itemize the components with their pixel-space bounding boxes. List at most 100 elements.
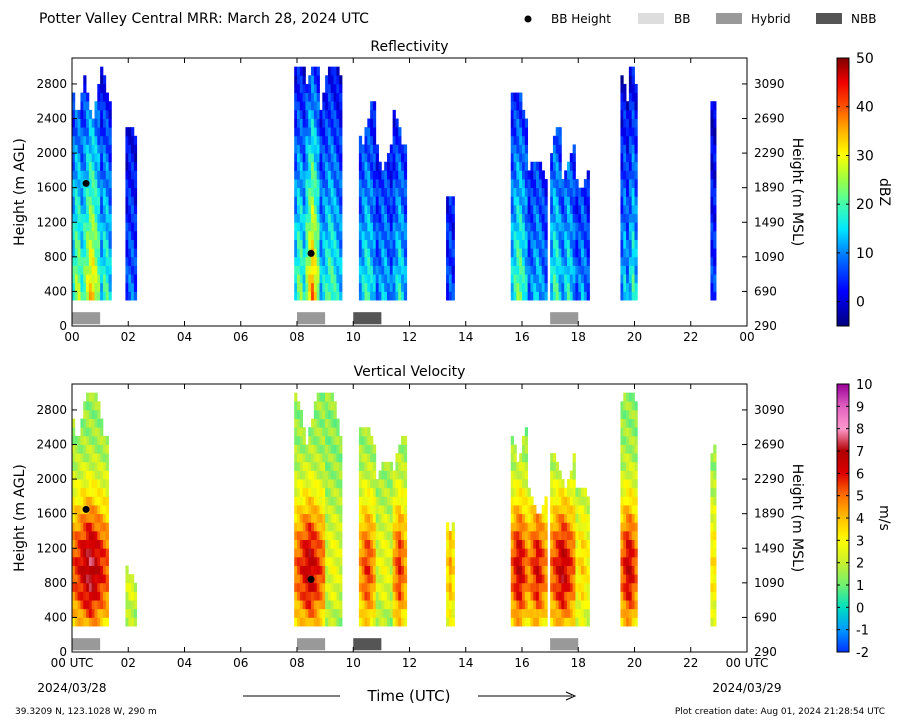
- velocity-echo-cell: [710, 530, 714, 541]
- velocity-echo-cell: [299, 461, 304, 471]
- velocity-echo-cell: [100, 617, 104, 627]
- reflectivity-echo-cell: [297, 127, 301, 137]
- reflectivity-echo-cell: [128, 204, 132, 215]
- reflectivity-echo-cell: [105, 230, 109, 240]
- velocity-echo-cell: [586, 591, 590, 601]
- velocity-echo-cell: [392, 470, 396, 480]
- reflectivity-echo-cell: [327, 248, 332, 258]
- velocity-echo-cell: [299, 548, 304, 558]
- reflectivity-echo-cell: [333, 135, 337, 145]
- velocity-echo-cell: [364, 461, 368, 471]
- reflectivity-xtick-label: 12: [402, 330, 417, 344]
- reflectivity-echo-cell: [80, 118, 84, 128]
- reflectivity-echo-cell: [550, 291, 554, 301]
- reflectivity-echo-cell: [530, 274, 534, 284]
- velocity-echo-cell: [713, 608, 717, 618]
- reflectivity-echo-cell: [322, 161, 326, 171]
- reflectivity-echo-cell: [330, 75, 334, 85]
- velocity-echo-cell: [581, 496, 585, 506]
- velocity-echo-cell: [361, 556, 365, 566]
- reflectivity-echo-cell: [519, 144, 523, 154]
- velocity-echo-cell: [311, 470, 315, 480]
- reflectivity-echo-cell: [305, 204, 309, 215]
- reflectivity-echo-cell: [446, 291, 450, 301]
- velocity-echo-cell: [370, 444, 374, 454]
- velocity-ytick-label: 1200: [36, 541, 67, 555]
- velocity-echo-cell: [339, 600, 343, 610]
- velocity-echo-cell: [97, 565, 101, 575]
- velocity-echo-cell: [327, 453, 332, 463]
- reflectivity-echo-cell: [100, 248, 104, 258]
- reflectivity-echo-cell: [97, 109, 101, 119]
- reflectivity-echo-cell: [297, 282, 301, 292]
- velocity-echo-cell: [392, 513, 396, 523]
- velocity-echo-cell: [370, 435, 374, 445]
- velocity-echo-cell: [510, 582, 514, 592]
- velocity-echo-cell: [628, 470, 633, 480]
- reflectivity-echo-cell: [370, 256, 374, 266]
- velocity-echo-cell: [308, 600, 312, 610]
- velocity-echo-cell: [541, 530, 545, 541]
- velocity-echo-cell: [128, 591, 132, 601]
- reflectivity-echo-cell: [83, 153, 87, 163]
- reflectivity-echo-cell: [80, 135, 84, 145]
- velocity-echo-cell: [313, 461, 318, 471]
- velocity-echo-cell: [100, 435, 104, 445]
- velocity-echo-cell: [530, 565, 534, 575]
- reflectivity-echo-cell: [100, 291, 104, 301]
- reflectivity-echo-cell: [381, 213, 385, 223]
- reflectivity-echo-cell: [370, 101, 374, 111]
- reflectivity-echo-cell: [403, 213, 408, 223]
- velocity-echo-cell: [100, 505, 104, 515]
- reflectivity-echo-cell: [527, 222, 531, 232]
- velocity-echo-cell: [333, 461, 337, 471]
- velocity-echo-cell: [102, 617, 107, 627]
- velocity-title: Vertical Velocity: [354, 364, 466, 380]
- velocity-echo-cell: [327, 591, 332, 601]
- reflectivity-echo-cell: [125, 153, 129, 163]
- reflectivity-echo-cell: [378, 230, 382, 240]
- velocity-echo-cell: [567, 496, 571, 506]
- reflectivity-echo-cell: [128, 230, 132, 240]
- velocity-echo-cell: [620, 505, 624, 515]
- reflectivity-echo-cell: [361, 282, 365, 292]
- velocity-echo-cell: [105, 539, 109, 549]
- velocity-echo-cell: [100, 574, 104, 584]
- velocity-echo-cell: [541, 591, 545, 601]
- velocity-echo-cell: [370, 617, 374, 627]
- reflectivity-echo-cell: [325, 222, 329, 232]
- velocity-echo-cell: [86, 479, 90, 489]
- velocity-echo-cell: [544, 574, 548, 584]
- reflectivity-xtick-label: 16: [514, 330, 529, 344]
- velocity-echo-cell: [623, 565, 627, 575]
- velocity-echo-cell: [372, 556, 377, 566]
- velocity-echo-cell: [94, 496, 98, 506]
- velocity-echo-cell: [102, 548, 107, 558]
- reflectivity-echo-cell: [336, 83, 340, 93]
- velocity-echo-cell: [105, 530, 109, 541]
- velocity-echo-cell: [550, 522, 554, 532]
- reflectivity-echo-cell: [330, 213, 334, 223]
- velocity-echo-cell: [88, 435, 93, 445]
- velocity-echo-cell: [372, 487, 377, 497]
- reflectivity-echo-cell: [567, 187, 571, 197]
- velocity-echo-cell: [519, 548, 523, 558]
- velocity-echo-cell: [77, 539, 81, 549]
- reflectivity-echo-cell: [358, 239, 363, 249]
- reflectivity-echo-cell: [74, 127, 79, 137]
- velocity-echo-cell: [339, 608, 343, 618]
- velocity-echo-cell: [620, 401, 624, 411]
- velocity-echo-cell: [125, 574, 129, 584]
- velocity-echo-cell: [72, 608, 76, 618]
- reflectivity-echo-cell: [297, 161, 301, 171]
- reflectivity-echo-cell: [367, 239, 371, 249]
- velocity-echo-cell: [541, 617, 545, 627]
- velocity-echo-cell: [358, 565, 363, 575]
- reflectivity-echo-cell: [77, 230, 81, 240]
- reflectivity-echo-cell: [364, 274, 368, 284]
- reflectivity-echo-cell: [552, 196, 557, 206]
- velocity-echo-cell: [448, 556, 453, 566]
- reflectivity-echo-cell: [72, 187, 76, 197]
- velocity-echo-cell: [569, 617, 574, 627]
- velocity-echo-cell: [305, 479, 309, 489]
